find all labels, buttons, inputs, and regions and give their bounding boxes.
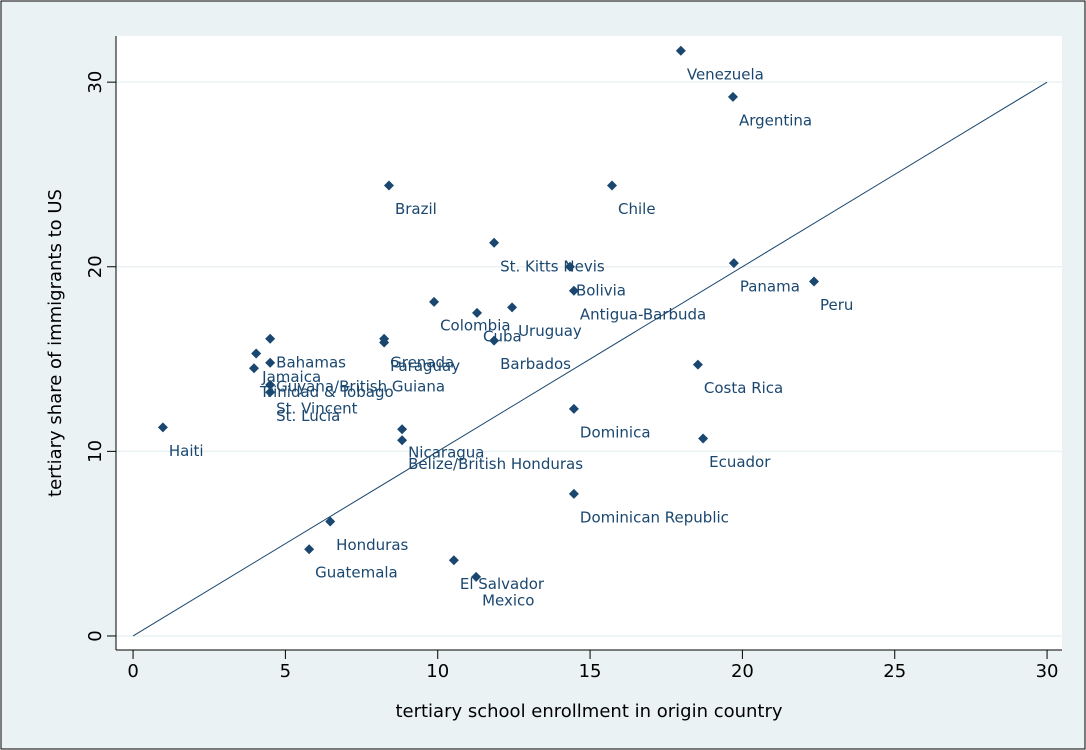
point: [265, 357, 276, 368]
point-label: Guatemala: [315, 564, 398, 582]
point: [251, 348, 262, 359]
point: [304, 544, 315, 555]
point: [607, 180, 618, 191]
x-tick-label: 15: [579, 661, 602, 682]
point: [568, 488, 579, 499]
point-label: Dominica: [580, 423, 651, 441]
point: [448, 555, 459, 566]
point: [397, 435, 408, 446]
point-label: Uruguay: [518, 322, 582, 340]
point-label: Haiti: [169, 442, 204, 460]
point-label: Bolivia: [576, 281, 626, 299]
point: [728, 258, 739, 269]
point: [472, 307, 483, 318]
point-label: Colombia: [440, 316, 511, 334]
point: [489, 237, 500, 248]
point: [429, 296, 440, 307]
reference-line: [132, 81, 1048, 637]
point-label: Bahamas: [276, 353, 346, 371]
y-tick-label: 10: [85, 440, 106, 463]
point: [675, 45, 686, 56]
point: [265, 387, 276, 398]
point: [471, 571, 482, 582]
point-label: Barbados: [500, 355, 571, 373]
point-label: Dominican Republic: [580, 508, 729, 526]
point-label: Nicaragua: [408, 444, 484, 462]
point-label: Guyana/British Guiana: [276, 377, 445, 395]
point-label: St. Lucia: [276, 407, 340, 425]
x-tick-label: 30: [1036, 661, 1059, 682]
x-tick-label: 0: [127, 661, 138, 682]
point: [379, 337, 390, 348]
y-tick-label: 20: [85, 255, 106, 278]
point-label: Trinidad & Tobago: [259, 383, 394, 401]
point-label: El Salvador: [460, 575, 545, 593]
y-axis-title: tertiary share of immigrants to US: [45, 189, 66, 497]
point: [397, 424, 408, 435]
point: [157, 422, 168, 433]
x-tick-label: 20: [731, 661, 754, 682]
point-label: Argentina: [739, 111, 812, 129]
point: [808, 276, 819, 287]
point: [568, 403, 579, 414]
point-label: Belize/British Honduras: [408, 455, 583, 473]
plot-region: [116, 36, 1062, 650]
x-tick-label: 10: [426, 661, 449, 682]
point-label: Ecuador: [709, 453, 771, 471]
point: [265, 333, 276, 344]
point: [383, 180, 394, 191]
point-label: Honduras: [336, 536, 408, 554]
x-tick-label: 25: [883, 661, 906, 682]
point-label: Venezuela: [687, 65, 764, 83]
point-label: Mexico: [482, 591, 534, 609]
point-label: Costa Rica: [704, 379, 783, 397]
y-tick-label: 0: [85, 630, 106, 641]
point: [265, 379, 276, 390]
y-tick-label: 30: [85, 71, 106, 94]
point-label: Panama: [740, 278, 800, 296]
point: [489, 335, 500, 346]
point: [507, 302, 518, 313]
x-tick-label: 5: [280, 661, 291, 682]
point: [325, 516, 336, 527]
point-label: St. Vincent: [276, 399, 358, 417]
point: [249, 363, 260, 374]
point-label: Paraguay: [390, 357, 460, 375]
point-label: Brazil: [395, 200, 437, 218]
point-label: Grenada: [390, 353, 454, 371]
point-label: Antigua-Barbuda: [580, 305, 706, 323]
point: [698, 433, 709, 444]
point: [564, 261, 575, 272]
point: [568, 285, 579, 296]
point: [727, 91, 738, 102]
x-axis-title: tertiary school enrollment in origin cou…: [395, 701, 782, 722]
point: [692, 359, 703, 370]
point-label: Chile: [618, 200, 656, 218]
point-label: Peru: [820, 296, 853, 314]
point-label: Jamaica: [261, 368, 321, 386]
point-label: St. Kitts Nevis: [500, 257, 605, 275]
